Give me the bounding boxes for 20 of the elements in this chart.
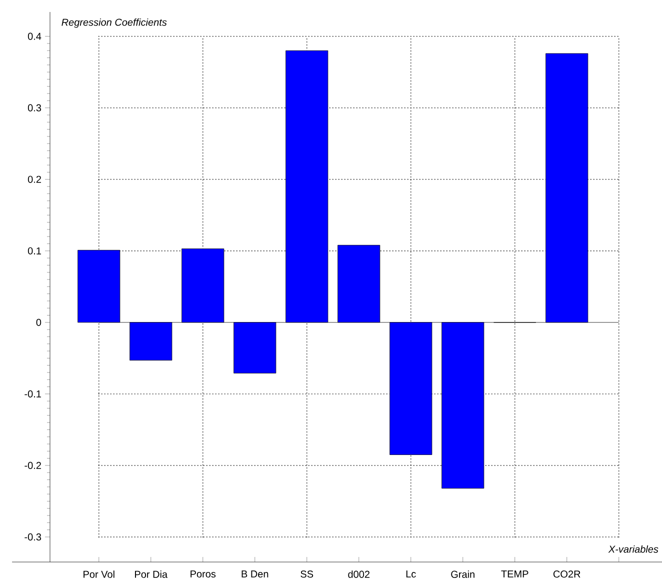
y-tick-label: -0.2: [24, 462, 41, 469]
y-tick-label: 0.2: [28, 176, 41, 183]
x-tick-label: TEMP: [501, 570, 528, 578]
y-tick-label: -0.3: [24, 533, 42, 541]
x-tick-label: Por Dia: [135, 570, 168, 578]
y-tick-label: 0: [36, 318, 42, 326]
x-axis-title: X-variables: [608, 545, 658, 553]
x-tick-label: Grain: [451, 570, 474, 578]
x-tick-label: Poros: [190, 570, 216, 578]
y-tick-label: -0.1: [24, 390, 41, 398]
x-tick-label: CO2R: [553, 570, 580, 578]
y-axis-title: Regression Coefficients: [62, 18, 167, 28]
x-tick-label: d002: [348, 570, 370, 578]
x-tick-label: Por Vol: [84, 570, 114, 578]
y-tick-label: 0.1: [28, 247, 41, 254]
x-tick-label: Lc: [406, 570, 416, 578]
x-tick-label: B Den: [242, 570, 268, 578]
y-tick-label: 0.3: [28, 104, 42, 112]
x-tick-label: SS: [300, 570, 314, 578]
y-tick-label: 0.4: [28, 32, 42, 40]
